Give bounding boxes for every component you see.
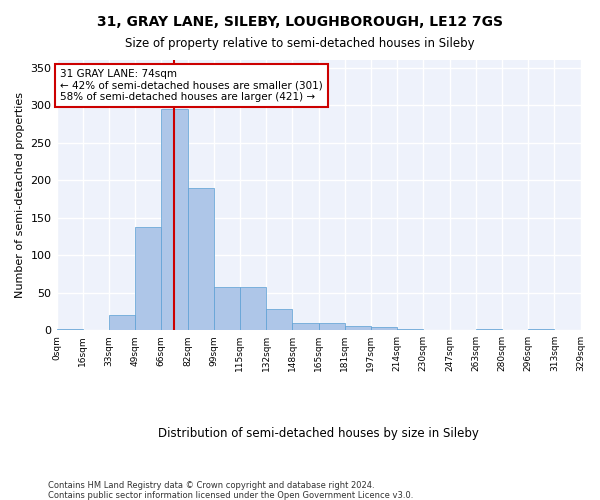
Text: Size of property relative to semi-detached houses in Sileby: Size of property relative to semi-detach… [125, 38, 475, 51]
Bar [319, 322, 345, 330]
Bar [135, 228, 161, 330]
Bar [292, 322, 319, 330]
Bar [214, 288, 240, 330]
Bar [345, 326, 371, 330]
Bar [109, 315, 135, 330]
Bar [371, 327, 397, 330]
Bar [161, 109, 188, 330]
Text: Contains HM Land Registry data © Crown copyright and database right 2024.: Contains HM Land Registry data © Crown c… [48, 480, 374, 490]
X-axis label: Distribution of semi-detached houses by size in Sileby: Distribution of semi-detached houses by … [158, 427, 479, 440]
Bar [188, 188, 214, 330]
Text: 31, GRAY LANE, SILEBY, LOUGHBOROUGH, LE12 7GS: 31, GRAY LANE, SILEBY, LOUGHBOROUGH, LE1… [97, 15, 503, 29]
Text: Contains public sector information licensed under the Open Government Licence v3: Contains public sector information licen… [48, 490, 413, 500]
Bar [56, 328, 83, 330]
Bar [266, 309, 292, 330]
Text: 31 GRAY LANE: 74sqm
← 42% of semi-detached houses are smaller (301)
58% of semi-: 31 GRAY LANE: 74sqm ← 42% of semi-detach… [60, 69, 322, 102]
Bar [240, 288, 266, 330]
Y-axis label: Number of semi-detached properties: Number of semi-detached properties [15, 92, 25, 298]
